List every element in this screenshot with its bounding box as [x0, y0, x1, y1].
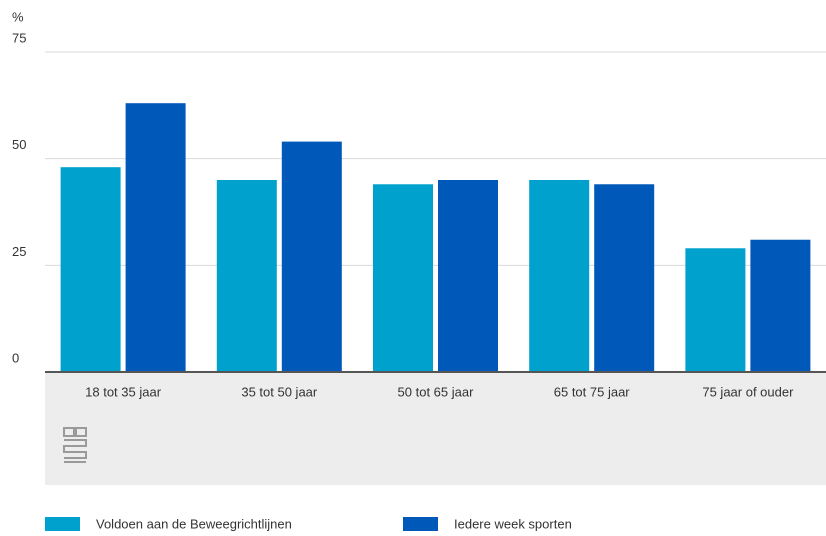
- legend-swatch: [403, 517, 438, 531]
- bar: [750, 239, 811, 372]
- y-tick-label: 0: [12, 350, 19, 365]
- bar: [529, 180, 590, 372]
- bar: [594, 184, 655, 372]
- legend-swatch: [45, 517, 80, 531]
- bar: [60, 167, 121, 372]
- bar: [373, 184, 433, 372]
- y-tick-label: 75: [12, 30, 26, 45]
- cbs-logo: [63, 427, 87, 463]
- x-tick-label: 75 jaar of ouder: [702, 384, 794, 399]
- x-tick-label: 35 tot 50 jaar: [241, 384, 318, 399]
- x-tick-label: 18 tot 35 jaar: [85, 384, 162, 399]
- legend-label: Iedere week sporten: [454, 516, 572, 531]
- bar: [438, 180, 498, 372]
- bar: [281, 141, 342, 372]
- y-axis-label: %: [12, 9, 24, 24]
- y-tick-label: 50: [12, 137, 26, 152]
- category-band: [45, 372, 826, 485]
- bar: [685, 248, 746, 372]
- bar: [216, 180, 277, 372]
- x-tick-label: 65 tot 75 jaar: [554, 384, 631, 399]
- x-tick-label: 50 tot 65 jaar: [398, 384, 475, 399]
- y-tick-label: 25: [12, 244, 26, 259]
- bar: [125, 103, 186, 372]
- legend-label: Voldoen aan de Beweegrichtlijnen: [96, 516, 292, 531]
